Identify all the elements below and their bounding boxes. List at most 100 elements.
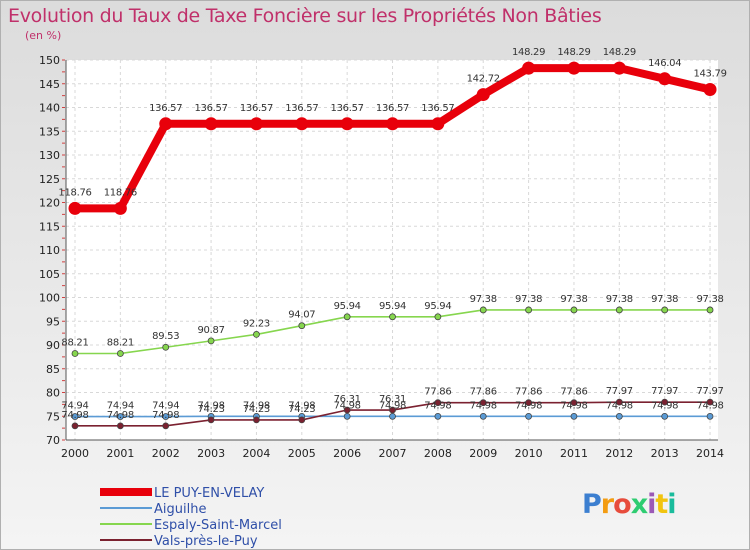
data-point (434, 399, 442, 407)
data-label: 74.98 (424, 400, 451, 411)
y-tick-label: 70 (46, 434, 60, 447)
data-label: 97.38 (560, 294, 587, 305)
data-label: 136.57 (285, 103, 318, 114)
data-label: 136.57 (240, 103, 273, 114)
data-point (386, 117, 400, 131)
data-label: 77.86 (470, 387, 497, 398)
y-tick-label: 120 (39, 197, 60, 210)
data-point (116, 413, 124, 420)
data-point (706, 412, 714, 420)
data-label: 76.31 (379, 394, 406, 405)
data-point (207, 416, 215, 424)
y-tick-label: 140 (39, 102, 60, 115)
data-point (706, 306, 714, 314)
data-point (71, 350, 79, 357)
data-point (431, 117, 445, 131)
data-point (71, 422, 79, 430)
data-label: 118.76 (104, 187, 137, 198)
x-tick-label: 2009 (469, 447, 497, 460)
data-point (204, 117, 218, 131)
x-tick-label: 2012 (605, 447, 633, 460)
data-point (525, 399, 532, 407)
data-label: 74.23 (288, 404, 315, 415)
y-tick-label: 135 (39, 125, 60, 138)
logo-letter: r (600, 489, 614, 520)
data-point (71, 413, 79, 420)
data-label: 74.94 (61, 401, 88, 412)
x-tick-label: 2002 (152, 447, 180, 460)
data-point (116, 350, 124, 357)
data-point (434, 313, 442, 321)
x-tick-label: 2010 (515, 447, 543, 460)
data-label: 74.98 (61, 410, 88, 421)
data-label: 97.38 (606, 294, 633, 305)
data-label: 142.72 (467, 74, 500, 85)
data-point (525, 306, 532, 314)
y-tick-label: 125 (39, 173, 60, 186)
data-label: 136.57 (331, 103, 364, 114)
data-label: 77.97 (606, 386, 633, 397)
data-label: 89.53 (152, 331, 179, 342)
data-point (661, 306, 669, 314)
unit-label: (en %) (25, 29, 62, 42)
data-label: 74.98 (696, 400, 723, 411)
data-point (68, 201, 82, 215)
data-label: 143.79 (693, 68, 726, 79)
data-point (615, 306, 623, 314)
y-tick-label: 130 (39, 149, 60, 162)
data-label: 74.98 (107, 410, 134, 421)
x-tick-label: 2008 (424, 447, 452, 460)
data-label: 74.98 (515, 400, 542, 411)
x-tick-label: 2005 (288, 447, 316, 460)
y-tick-label: 100 (39, 292, 60, 305)
data-label: 74.23 (198, 404, 225, 415)
data-label: 74.98 (243, 400, 270, 411)
data-point (207, 337, 215, 345)
data-point (162, 343, 170, 351)
y-tick-label: 150 (39, 54, 60, 67)
data-label: 146.04 (648, 58, 681, 69)
data-label: 74.98 (606, 400, 633, 411)
x-tick-label: 2003 (197, 447, 225, 460)
data-point (525, 412, 532, 420)
data-point (295, 117, 309, 131)
data-point (343, 313, 351, 321)
data-point (298, 416, 306, 424)
x-tick-label: 2004 (242, 447, 270, 460)
data-label: 136.57 (376, 103, 409, 114)
data-label: 74.98 (379, 400, 406, 411)
data-point (479, 412, 487, 420)
y-tick-label: 80 (46, 387, 60, 400)
y-tick-label: 105 (39, 268, 60, 281)
data-point (703, 82, 717, 96)
data-point (661, 412, 669, 420)
data-label: 94.07 (288, 310, 315, 321)
data-point (343, 406, 351, 414)
legend-label: Espaly-Saint-Marcel (154, 518, 282, 533)
data-label: 90.87 (198, 325, 225, 336)
data-label: 74.98 (288, 400, 315, 411)
logo-letter: x (630, 489, 648, 520)
data-label: 148.29 (512, 47, 545, 58)
data-point (706, 398, 714, 406)
data-label: 77.97 (696, 386, 723, 397)
logo-letter: t (655, 489, 668, 520)
data-label: 74.98 (470, 400, 497, 411)
y-tick-label: 90 (46, 339, 60, 352)
y-tick-label: 145 (39, 78, 60, 91)
legend-label: LE PUY-EN-VELAY (154, 486, 264, 501)
data-label: 88.21 (107, 338, 134, 349)
y-tick-label: 85 (46, 363, 60, 376)
chart-title: Evolution du Taux de Taxe Foncière sur l… (8, 5, 602, 27)
data-label: 74.94 (107, 401, 134, 412)
logo-letter: i (647, 489, 656, 520)
data-point (389, 412, 396, 420)
legend-label: Vals-près-le-Puy (154, 534, 258, 549)
data-point (522, 61, 536, 75)
data-label: 97.38 (470, 294, 497, 305)
data-label: 136.57 (421, 103, 454, 114)
data-label: 77.86 (424, 387, 451, 398)
data-point (570, 306, 578, 314)
x-tick-label: 2013 (651, 447, 679, 460)
y-tick-label: 110 (39, 244, 60, 257)
